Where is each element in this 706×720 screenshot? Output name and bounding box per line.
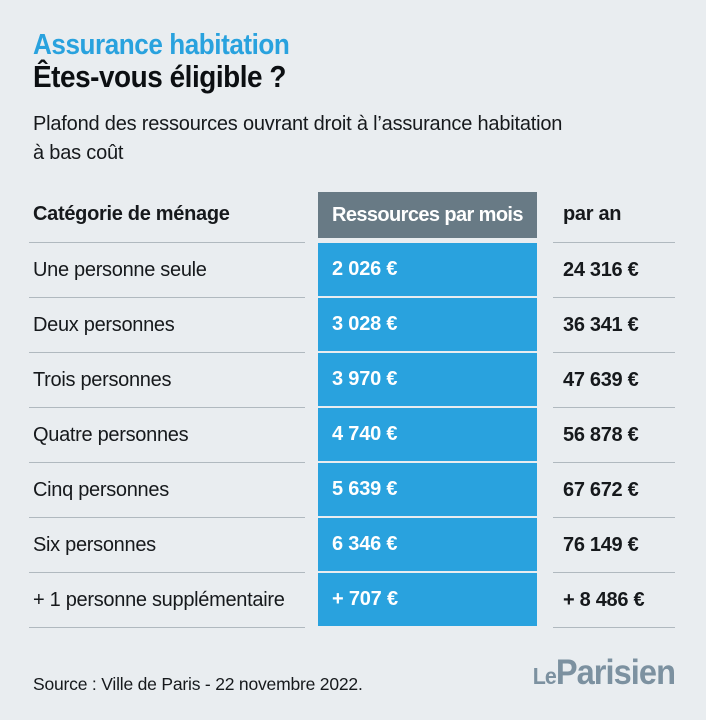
table-row: Une personne seule 2 026 € 24 316 € (29, 243, 675, 298)
table-row: Six personnes 6 346 € 76 149 € (29, 518, 675, 573)
table-row: + 1 personne supplémentaire + 707 € + 8 … (29, 573, 675, 628)
page-title: Êtes-vous éligible ? (33, 59, 287, 94)
per-month-cell: 3 970 € (318, 353, 537, 406)
per-month-cell: + 707 € (318, 573, 537, 626)
per-year-cell: 24 316 € (553, 243, 675, 298)
logo-text-parisien: Parisien (555, 653, 676, 692)
per-month-cell: 6 346 € (318, 518, 537, 571)
category-cell: Cinq personnes (29, 463, 305, 518)
category-cell: Une personne seule (29, 243, 305, 298)
table-row: Cinq personnes 5 639 € 67 672 € (29, 463, 675, 518)
per-year-cell: 56 878 € (553, 408, 675, 463)
subtitle-line1: Plafond des ressources ouvrant droit à l… (33, 113, 563, 135)
per-year-cell: 76 149 € (553, 518, 675, 573)
table-header-row: Catégorie de ménage Ressources par mois … (29, 192, 675, 243)
subtitle: Plafond des ressources ouvrant droit à l… (33, 110, 562, 168)
per-year-cell: + 8 486 € (553, 573, 675, 628)
category-cell: Deux personnes (29, 298, 305, 353)
per-month-cell: 4 740 € (318, 408, 537, 461)
per-month-cell: 5 639 € (318, 463, 537, 516)
subtitle-line2: à bas coût (33, 142, 124, 164)
category-cell: + 1 personne supplémentaire (29, 573, 305, 628)
column-header-category: Catégorie de ménage (29, 192, 305, 243)
column-header-year: par an (553, 192, 675, 243)
column-header-month: Ressources par mois (318, 192, 537, 238)
per-month-cell: 3 028 € (318, 298, 537, 351)
category-cell: Six personnes (29, 518, 305, 573)
category-cell: Trois personnes (29, 353, 305, 408)
logo-text-le: Le (532, 663, 557, 689)
le-parisien-logo: LeParisien (532, 653, 676, 693)
kicker: Assurance habitation (33, 29, 290, 61)
eligibility-table: Catégorie de ménage Ressources par mois … (29, 192, 675, 628)
per-year-cell: 67 672 € (553, 463, 675, 518)
column-header-month-cell: Ressources par mois (318, 192, 553, 243)
table-row: Quatre personnes 4 740 € 56 878 € (29, 408, 675, 463)
category-cell: Quatre personnes (29, 408, 305, 463)
per-year-cell: 47 639 € (553, 353, 675, 408)
source-note: Source : Ville de Paris - 22 novembre 20… (33, 674, 363, 694)
per-month-cell: 2 026 € (318, 243, 537, 296)
table-row: Trois personnes 3 970 € 47 639 € (29, 353, 675, 408)
per-year-cell: 36 341 € (553, 298, 675, 353)
header: Assurance habitation Êtes-vous éligible … (33, 30, 562, 168)
table-row: Deux personnes 3 028 € 36 341 € (29, 298, 675, 353)
